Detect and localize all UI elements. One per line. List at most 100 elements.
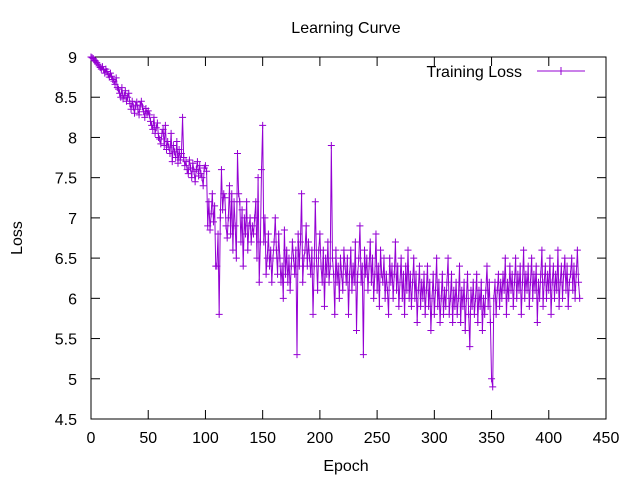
data-point xyxy=(546,254,554,262)
x-tick-label: 0 xyxy=(87,430,96,447)
data-point xyxy=(547,310,555,318)
data-point xyxy=(320,302,328,310)
data-point xyxy=(458,286,466,294)
data-point xyxy=(268,278,276,286)
data-point xyxy=(373,286,381,294)
data-point xyxy=(259,121,267,129)
data-point xyxy=(422,286,430,294)
data-point xyxy=(247,238,255,246)
data-point xyxy=(191,178,199,186)
data-point xyxy=(237,238,245,246)
data-point xyxy=(476,302,484,310)
data-point xyxy=(539,302,547,310)
data-point xyxy=(393,286,401,294)
data-point xyxy=(493,286,501,294)
data-point xyxy=(130,109,138,117)
data-point xyxy=(184,170,192,178)
data-point xyxy=(164,137,172,145)
data-point xyxy=(460,278,468,286)
data-point xyxy=(371,270,379,278)
data-point xyxy=(532,262,540,270)
plot-frame xyxy=(90,56,607,420)
data-point xyxy=(397,254,405,262)
data-point xyxy=(219,206,227,214)
data-point xyxy=(541,262,549,270)
data-point xyxy=(507,286,515,294)
data-point xyxy=(462,294,470,302)
data-point xyxy=(514,270,522,278)
data-point xyxy=(436,318,444,326)
data-point xyxy=(204,222,212,230)
data-point xyxy=(437,294,445,302)
data-point xyxy=(334,262,342,270)
data-point xyxy=(255,278,263,286)
data-point xyxy=(385,310,393,318)
data-point xyxy=(419,294,427,302)
data-point xyxy=(461,327,469,335)
data-point xyxy=(277,278,285,286)
data-point xyxy=(251,214,259,222)
data-point xyxy=(244,246,252,254)
data-point xyxy=(358,262,366,270)
data-point xyxy=(346,270,354,278)
data-point xyxy=(276,254,284,262)
data-point xyxy=(316,230,324,238)
data-point xyxy=(197,170,205,178)
data-point xyxy=(350,278,358,286)
data-point xyxy=(477,278,485,286)
data-point xyxy=(332,246,340,254)
data-point xyxy=(509,302,517,310)
data-point xyxy=(555,302,563,310)
data-point xyxy=(175,146,183,154)
data-point xyxy=(356,222,364,230)
data-point xyxy=(431,286,439,294)
y-tick-label: 8 xyxy=(68,130,77,147)
data-point xyxy=(529,294,537,302)
data-point xyxy=(389,294,397,302)
data-point xyxy=(308,246,316,254)
data-point xyxy=(381,294,389,302)
data-point xyxy=(282,270,290,278)
data-point xyxy=(563,262,571,270)
data-point xyxy=(124,93,132,101)
data-point xyxy=(228,190,236,198)
data-point xyxy=(452,278,460,286)
data-point xyxy=(225,182,233,190)
data-point xyxy=(295,262,303,270)
data-point xyxy=(342,278,350,286)
data-point xyxy=(441,286,449,294)
y-tick-label: 7.5 xyxy=(55,171,77,188)
data-point xyxy=(193,158,201,166)
data-point xyxy=(303,262,311,270)
data-point xyxy=(489,383,497,391)
data-point xyxy=(492,310,500,318)
data-point xyxy=(338,270,346,278)
data-point xyxy=(444,254,452,262)
data-point xyxy=(133,98,141,106)
data-point xyxy=(322,254,330,262)
data-point xyxy=(383,286,391,294)
data-point xyxy=(401,310,409,318)
data-point xyxy=(250,230,258,238)
data-point xyxy=(520,246,528,254)
data-point xyxy=(433,254,441,262)
y-tick-label: 5.5 xyxy=(55,332,77,349)
data-point xyxy=(209,218,217,226)
data-point xyxy=(166,150,174,158)
data-point xyxy=(501,254,509,262)
data-point xyxy=(421,310,429,318)
data-point xyxy=(467,286,475,294)
data-point xyxy=(291,270,299,278)
data-point xyxy=(333,278,341,286)
data-point xyxy=(253,254,261,262)
data-point xyxy=(150,113,158,121)
data-point xyxy=(537,270,545,278)
data-point xyxy=(216,214,224,222)
data-point xyxy=(340,246,348,254)
data-point xyxy=(307,270,315,278)
data-point xyxy=(116,89,124,97)
data-point xyxy=(375,302,383,310)
data-point xyxy=(135,111,143,119)
data-point xyxy=(552,270,560,278)
legend-label: Training Loss xyxy=(427,64,522,81)
